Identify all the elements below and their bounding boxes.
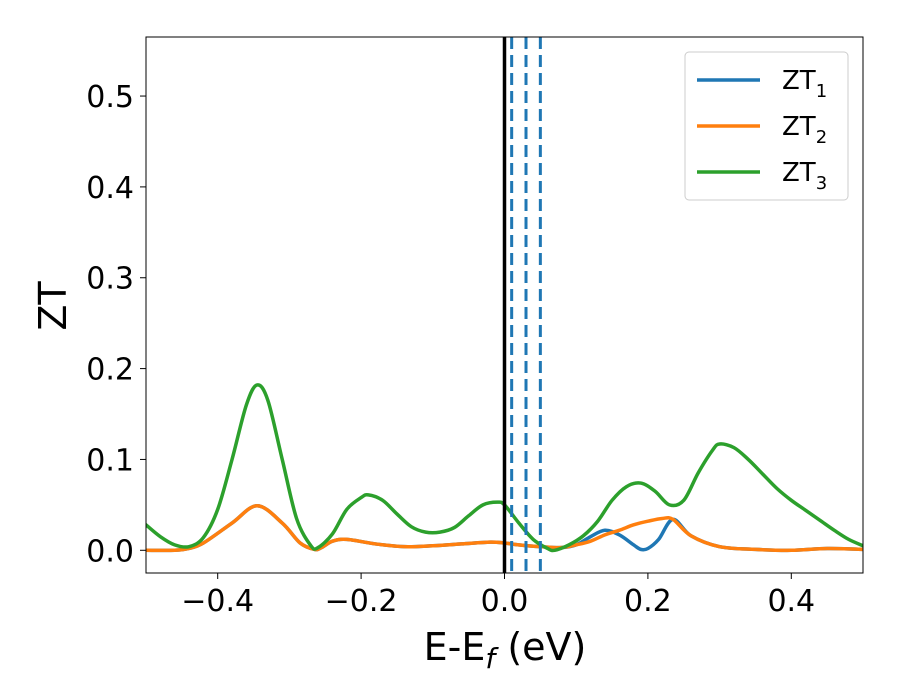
y-tick-label: 0.2	[86, 353, 134, 388]
x-axis: −0.4 −0.2 0.0 0.2 0.4	[181, 573, 815, 619]
x-tick-label: −0.2	[325, 584, 398, 619]
legend-entries: ZT1 ZT2 ZT3	[697, 66, 827, 194]
legend: ZT1 ZT2 ZT3	[684, 51, 849, 201]
series-line-3	[146, 383, 863, 553]
x-axis-label-main: E-E	[424, 625, 486, 669]
y-axis: 0.0 0.1 0.2 0.3 0.4 0.5	[86, 80, 146, 569]
legend-box	[684, 51, 849, 201]
y-axis-label: ZT	[31, 281, 75, 331]
y-tick-label: 0.0	[86, 534, 134, 569]
vertical-lines	[502, 37, 542, 573]
legend-label-2: ZT2	[782, 112, 827, 148]
x-axis-label-unit: (eV)	[495, 625, 586, 669]
x-axis-label: E-Ef (eV)	[424, 625, 587, 675]
y-tick-label: 0.4	[86, 171, 134, 206]
y-tick-label: 0.5	[86, 80, 134, 115]
y-tick-label: 0.1	[86, 443, 134, 478]
legend-label-1: ZT1	[782, 66, 827, 102]
x-tick-label: 0.0	[481, 584, 529, 619]
x-tick-label: 0.2	[624, 584, 672, 619]
legend-label-3: ZT3	[782, 158, 827, 194]
y-tick-label: 0.3	[86, 262, 134, 297]
x-tick-label: 0.4	[767, 584, 815, 619]
x-tick-label: −0.4	[181, 584, 254, 619]
